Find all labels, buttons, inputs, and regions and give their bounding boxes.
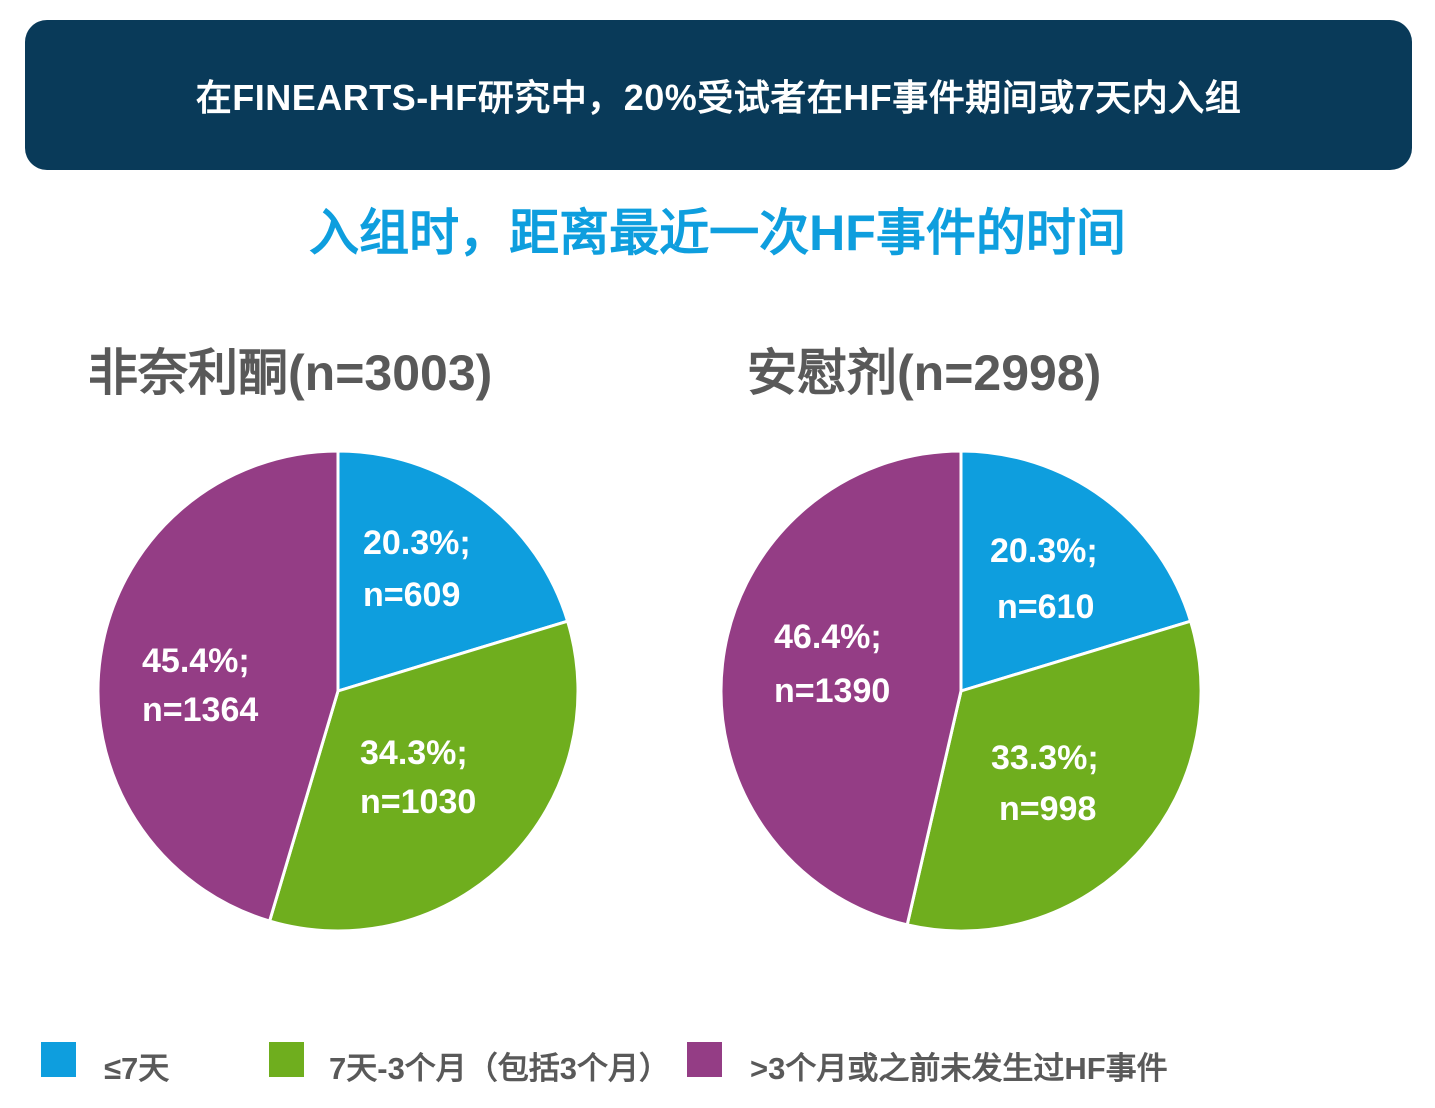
svg-text:n=998: n=998 — [999, 790, 1096, 828]
svg-text:20.3%;: 20.3%; — [363, 524, 471, 562]
svg-text:n=1030: n=1030 — [360, 783, 476, 821]
svg-text:n=1390: n=1390 — [774, 672, 890, 710]
svg-text:n=610: n=610 — [997, 588, 1094, 626]
svg-text:n=1364: n=1364 — [142, 691, 258, 729]
svg-text:46.4%;: 46.4%; — [774, 618, 882, 656]
svg-text:45.4%;: 45.4%; — [142, 642, 250, 680]
svg-text:n=609: n=609 — [363, 576, 460, 614]
svg-text:20.3%;: 20.3%; — [990, 532, 1098, 570]
svg-text:33.3%;: 33.3%; — [991, 739, 1099, 777]
svg-text:34.3%;: 34.3%; — [360, 734, 468, 772]
